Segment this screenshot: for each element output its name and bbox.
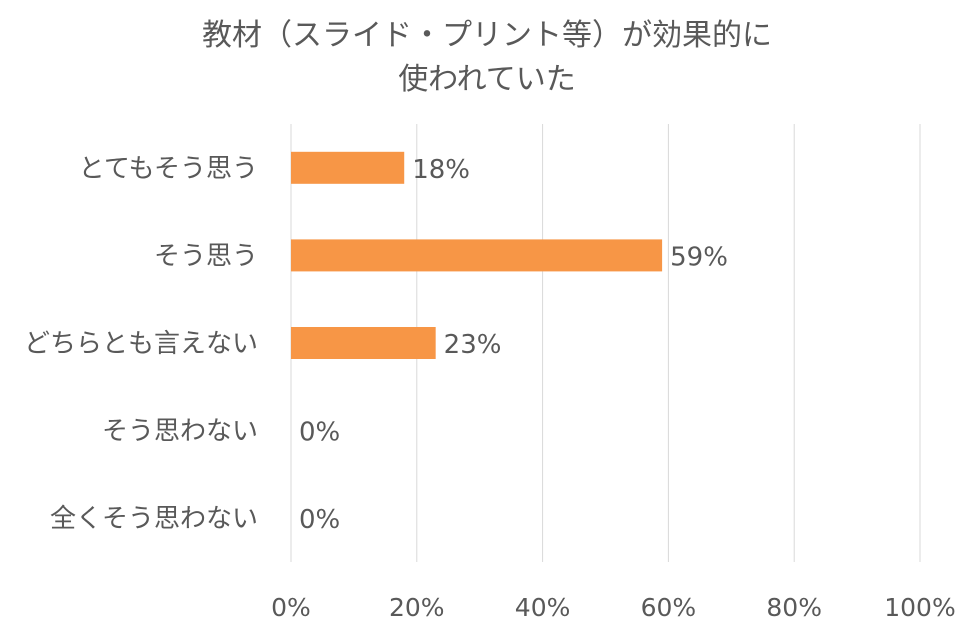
bar-1: [291, 239, 663, 272]
bar-0: [291, 151, 405, 184]
x-tick-label-40: 40%: [515, 593, 571, 622]
data-label-3: 0%: [299, 418, 340, 448]
category-label-1: そう思う: [154, 241, 258, 271]
data-label-1: 59%: [670, 242, 728, 272]
chart-title: 教材（スライド・プリント等）が効果的に 使われていた: [0, 14, 974, 102]
bar-2: [291, 327, 436, 359]
chart-title-line-2: 使われていた: [398, 62, 576, 97]
x-tick-label-80: 80%: [766, 593, 822, 622]
data-label-0: 18%: [412, 155, 470, 185]
x-tick-label-100: 100%: [884, 593, 955, 622]
category-label-2: どちらとも言えない: [24, 329, 258, 359]
x-tick-label-0: 0%: [271, 593, 311, 622]
category-label-4: 全くそう思わない: [50, 504, 258, 534]
data-label-2: 23%: [444, 330, 502, 360]
data-label-4: 0%: [299, 505, 340, 535]
category-label-0: とてもそう思う: [79, 154, 258, 184]
category-label-3: そう思わない: [102, 417, 258, 447]
x-tick-label-20: 20%: [389, 593, 445, 622]
chart-title-line-1: 教材（スライド・プリント等）が効果的に: [202, 18, 772, 53]
x-tick-label-60: 60%: [641, 593, 697, 622]
